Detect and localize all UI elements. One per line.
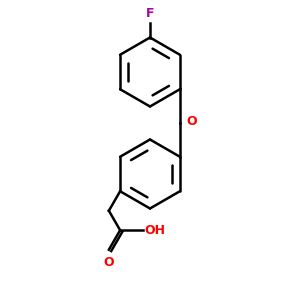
Text: F: F <box>146 7 154 20</box>
Text: O: O <box>187 115 197 128</box>
Text: O: O <box>103 256 114 269</box>
Text: OH: OH <box>144 224 165 237</box>
